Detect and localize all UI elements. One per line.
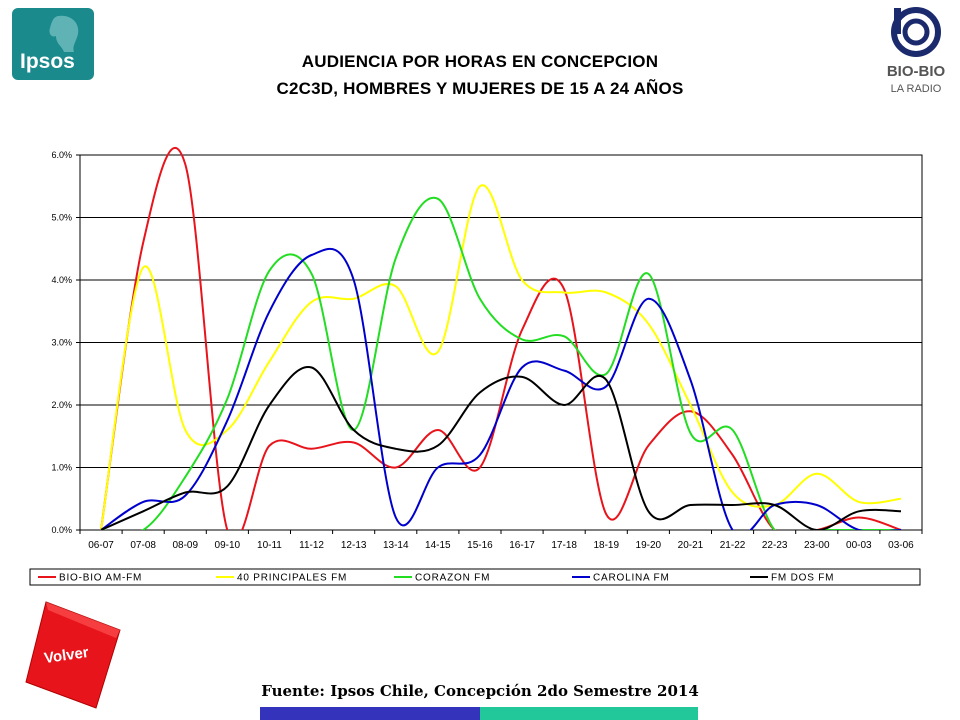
x-tick-label: 06-07 [88, 540, 114, 551]
series-line [100, 366, 902, 530]
series-line [100, 247, 901, 530]
x-tick-label: 21-22 [720, 540, 746, 551]
biobio-logo: BIO-BIO LA RADIO [887, 7, 946, 95]
ipsos-logo: Ipsos [12, 8, 94, 80]
chart-series [100, 147, 902, 530]
x-tick-label: 18-19 [593, 540, 619, 551]
x-tick-label: 10-11 [257, 540, 282, 551]
ipsos-logo-text: Ipsos [20, 50, 75, 73]
chart-axes: 0.0% 1.0% 2.0% 3.0% 4.0% 5.0% 6.0% 06-07 07-08 08… [51, 150, 923, 551]
x-tick-label: 03-06 [888, 540, 914, 551]
legend-label: FM DOS FM [771, 573, 834, 584]
biobio-logo-text: BIO-BIO [887, 63, 946, 80]
y-tick-label: 4.0% [51, 275, 72, 285]
volver-button[interactable] [24, 600, 124, 710]
x-tick-label: 11-12 [299, 540, 324, 551]
x-tick-label: 08-09 [172, 540, 198, 551]
y-tick-label: 6.0% [51, 150, 72, 160]
x-tick-label: 22-23 [762, 540, 788, 551]
footer-bar-teal [480, 707, 698, 720]
y-tick-label: 5.0% [51, 213, 72, 223]
chart-legend: BIO-BIO AM-FM 40 PRINCIPALES FM CORAZON FM… [29, 568, 921, 586]
x-tick-label: 15-16 [467, 540, 493, 551]
line-chart: 0.0% 1.0% 2.0% 3.0% 4.0% 5.0% 6.0% 06-07 07-08 08… [29, 147, 923, 586]
x-tick-label: 09-10 [215, 540, 241, 551]
x-tick-label: 16-17 [509, 540, 535, 551]
legend-label: 40 PRINCIPALES FM [237, 573, 347, 584]
chart-subtitle: C2C3D, HOMBRES Y MUJERES DE 15 A 24 AÑOS [276, 79, 684, 98]
x-tick-label: 23-00 [804, 540, 830, 551]
source-note: Fuente: Ipsos Chile, Concepción 2do Seme… [261, 682, 699, 700]
chart-title: AUDIENCIA POR HORAS EN CONCEPCION [301, 52, 659, 71]
y-tick-label: 3.0% [51, 338, 72, 348]
x-tick-label: 07-08 [130, 540, 156, 551]
legend-box [29, 568, 921, 586]
series-line [101, 196, 901, 530]
legend-label: CAROLINA FM [593, 573, 670, 584]
y-tick-label: 2.0% [51, 400, 72, 410]
y-tick-label: 0.0% [51, 525, 72, 535]
legend-label: BIO-BIO AM-FM [59, 573, 142, 584]
biobio-logo-subtext: LA RADIO [891, 83, 942, 95]
legend-label: CORAZON FM [415, 573, 490, 584]
footer-bar-blue [260, 707, 480, 720]
series-line [100, 184, 902, 530]
x-tick-label: 00-03 [846, 540, 872, 551]
x-tick-label: 12-13 [341, 540, 367, 551]
x-tick-label: 19-20 [636, 540, 662, 551]
series-line [100, 147, 902, 530]
x-tick-label: 20-21 [678, 540, 704, 551]
x-tick-label: 14-15 [425, 540, 451, 551]
x-tick-label: 13-14 [383, 540, 409, 551]
x-tick-label: 17-18 [551, 540, 577, 551]
y-tick-label: 1.0% [51, 463, 72, 473]
